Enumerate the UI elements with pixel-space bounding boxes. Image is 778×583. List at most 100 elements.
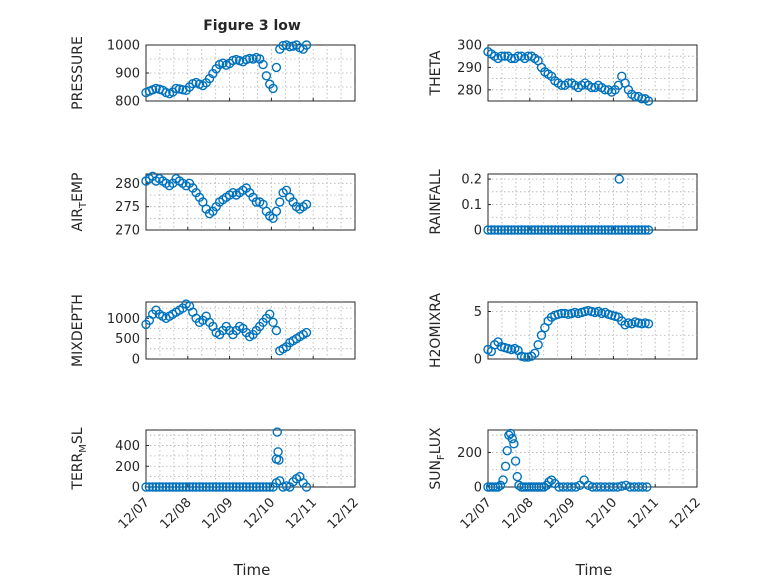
data-point	[637, 225, 647, 235]
data-point	[483, 225, 493, 235]
y-tick-label: 1000	[107, 312, 140, 327]
data-point	[643, 319, 654, 329]
data-point	[550, 225, 560, 235]
data-point	[507, 433, 517, 444]
plot-area	[487, 173, 698, 231]
data-point	[161, 482, 171, 492]
x-tick-label: 12/10	[241, 495, 278, 532]
data-series	[483, 305, 654, 362]
y-tick-label: 800	[115, 95, 140, 110]
x-tick-label: 12/09	[199, 495, 236, 532]
data-series	[141, 299, 312, 356]
data-series	[483, 428, 652, 492]
data-series	[483, 47, 654, 106]
plot-area	[487, 429, 698, 488]
y-tick-label: 0	[474, 224, 482, 239]
data-point	[201, 482, 211, 492]
y-tick-label: 280	[457, 83, 482, 98]
data-point	[526, 225, 537, 235]
data-point	[583, 225, 594, 235]
data-point	[221, 482, 231, 492]
data-point	[502, 446, 512, 456]
data-point	[536, 225, 547, 235]
data-point	[275, 197, 285, 207]
data-point	[617, 225, 627, 235]
x-tick-label: 12/07	[116, 495, 153, 532]
data-point	[613, 225, 624, 235]
y-tick-label: 200	[457, 446, 482, 461]
x-tick-label: 12/07	[458, 495, 495, 532]
data-point	[188, 482, 198, 492]
data-point	[178, 482, 188, 492]
data-point	[556, 225, 567, 235]
data-point	[271, 325, 282, 336]
data-point	[505, 428, 516, 439]
data-point	[493, 482, 503, 492]
data-point	[258, 59, 268, 70]
data-point	[301, 482, 312, 492]
gridlines	[488, 430, 697, 487]
y-axis-label: MIXDEPTH	[70, 294, 86, 367]
data-point	[570, 225, 580, 235]
data-point	[643, 96, 654, 106]
x-tick-label: 12/08	[500, 495, 537, 532]
data-point	[154, 482, 165, 492]
x-tick-label: 12/12	[325, 495, 362, 532]
data-point	[496, 51, 507, 61]
gridlines	[146, 430, 355, 487]
data-point	[301, 40, 312, 50]
data-point	[573, 225, 583, 235]
data-point	[637, 482, 648, 492]
gridlines	[488, 174, 697, 230]
data-point	[301, 199, 312, 210]
data-point	[607, 225, 617, 235]
y-tick-label: 1000	[107, 39, 140, 54]
y-tick-label: 900	[115, 67, 140, 82]
data-point	[512, 471, 522, 482]
data-point	[640, 225, 650, 235]
data-point	[208, 482, 218, 492]
subplot-2: 280 290 300 THETA	[428, 39, 698, 106]
x-tick-label: 12/11	[283, 495, 320, 532]
y-axis-label: AIRTEMP	[70, 173, 89, 232]
data-point	[556, 308, 567, 319]
data-point	[539, 482, 549, 492]
data-point	[642, 482, 652, 492]
x-axis-label-left: Time	[233, 561, 271, 579]
data-point	[181, 482, 191, 492]
data-point	[533, 340, 543, 350]
data-point	[224, 482, 235, 492]
subplot-grid: 800 900 1000 PRESSURE 280 290 300 THETA 270 275 28…	[70, 36, 704, 532]
data-series	[141, 427, 312, 492]
x-tick-label: 12/10	[583, 495, 620, 532]
data-point	[272, 427, 282, 437]
data-point	[536, 330, 547, 340]
subplot-8: 0 200 SUNFLUX 12/07 12/08 12/09 12/10 12/11 12/1…	[428, 427, 704, 532]
y-axis-label: PRESSURE	[70, 36, 86, 110]
data-point	[603, 225, 614, 235]
data-point	[265, 482, 275, 492]
data-point	[248, 482, 258, 492]
data-point	[244, 482, 255, 492]
data-point	[158, 482, 168, 492]
plot-area	[145, 429, 356, 488]
y-tick-label: 0	[474, 481, 482, 496]
data-point	[493, 225, 503, 235]
data-point	[560, 225, 570, 235]
data-point	[523, 225, 533, 235]
y-axis-label: RAINFALL	[428, 169, 444, 234]
data-point	[268, 317, 278, 328]
data-point	[516, 225, 527, 235]
x-axis-label-right: Time	[575, 561, 613, 579]
data-point	[265, 309, 275, 319]
x-tick-label: 12/09	[541, 495, 578, 532]
data-point	[614, 174, 624, 184]
data-point	[553, 225, 563, 235]
subplot-6: 0 5 H2OMIXRA	[428, 293, 698, 368]
data-point	[600, 225, 610, 235]
data-point	[509, 439, 519, 449]
data-point	[571, 482, 581, 492]
data-point	[495, 480, 506, 490]
y-axis-label: H2OMIXRA	[428, 293, 444, 368]
